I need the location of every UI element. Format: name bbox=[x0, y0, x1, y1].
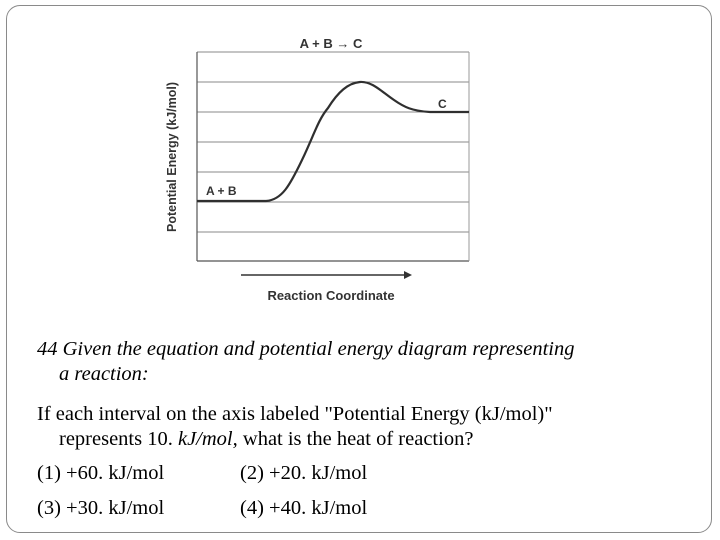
products-label: C bbox=[438, 97, 447, 111]
x-axis-label: Reaction Coordinate bbox=[267, 288, 394, 303]
question-body-line2-unit: kJ/mol, bbox=[177, 428, 238, 450]
gridlines bbox=[197, 51, 469, 233]
question-body-line2: represents 10. kJ/mol, what is the heat … bbox=[37, 427, 697, 452]
x-axis-arrowhead bbox=[404, 271, 412, 279]
choice-2: (2) +20. kJ/mol bbox=[240, 462, 368, 484]
question-body-line2-post: what is the heat of reaction? bbox=[237, 428, 474, 450]
slide-frame bbox=[6, 5, 712, 533]
potential-energy-diagram: A + B → C A + B C Potential Energy (kJ/m… bbox=[165, 36, 470, 303]
equation-title: A + B → C bbox=[300, 36, 363, 51]
y-axis-label: Potential Energy (kJ/mol) bbox=[165, 82, 179, 232]
question-body-line1: If each interval on the axis labeled "Po… bbox=[37, 403, 553, 425]
question-title-line1: 44 Given the equation and potential ener… bbox=[37, 338, 575, 360]
question-body-line2-pre: represents 10. bbox=[59, 428, 178, 450]
choice-4: (4) +40. kJ/mol bbox=[240, 497, 368, 519]
question-body: If each interval on the axis labeled "Po… bbox=[37, 402, 697, 452]
energy-curve bbox=[197, 80, 469, 203]
choice-1: (1) +60. kJ/mol bbox=[37, 462, 165, 484]
question-title-line2: a reaction: bbox=[59, 363, 149, 385]
choice-3: (3) +30. kJ/mol bbox=[37, 497, 165, 519]
reactants-label: A + B bbox=[206, 184, 237, 198]
question-title: 44 Given the equation and potential ener… bbox=[37, 337, 697, 387]
